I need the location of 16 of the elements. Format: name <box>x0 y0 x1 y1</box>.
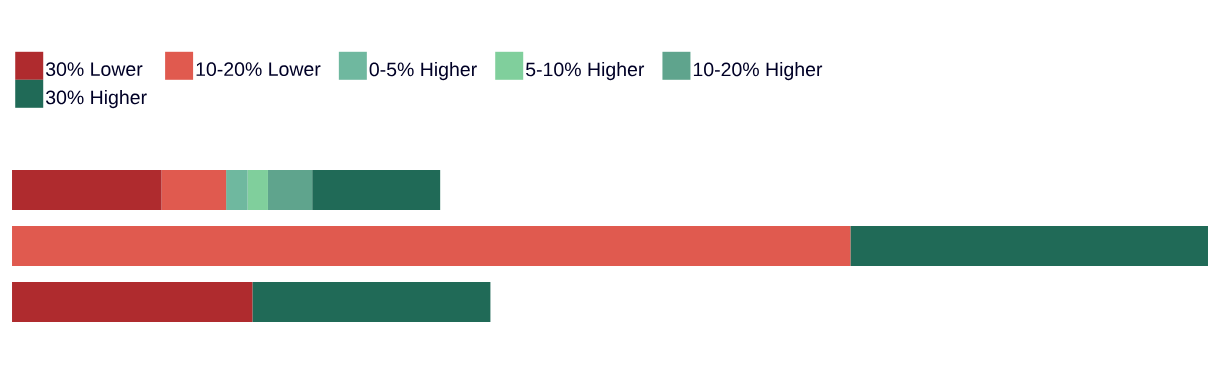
bar <box>267 169 313 210</box>
legend-label: 10-20% Lower <box>196 62 321 77</box>
legend-label: 30% Higher <box>45 89 147 109</box>
bar <box>12 169 162 210</box>
bar <box>252 281 491 322</box>
legend-label: 30% Lower <box>45 62 143 77</box>
bar <box>226 169 248 210</box>
bar <box>312 169 441 210</box>
legend-label: 0-5% Higher <box>369 61 477 81</box>
legend-label: 5-10% Higher <box>526 61 645 81</box>
legend-label: 10-20% Higher <box>693 61 823 81</box>
bar <box>850 225 1208 266</box>
bar <box>161 169 227 210</box>
bar <box>12 225 851 266</box>
bar <box>247 169 268 210</box>
bar <box>12 281 253 322</box>
